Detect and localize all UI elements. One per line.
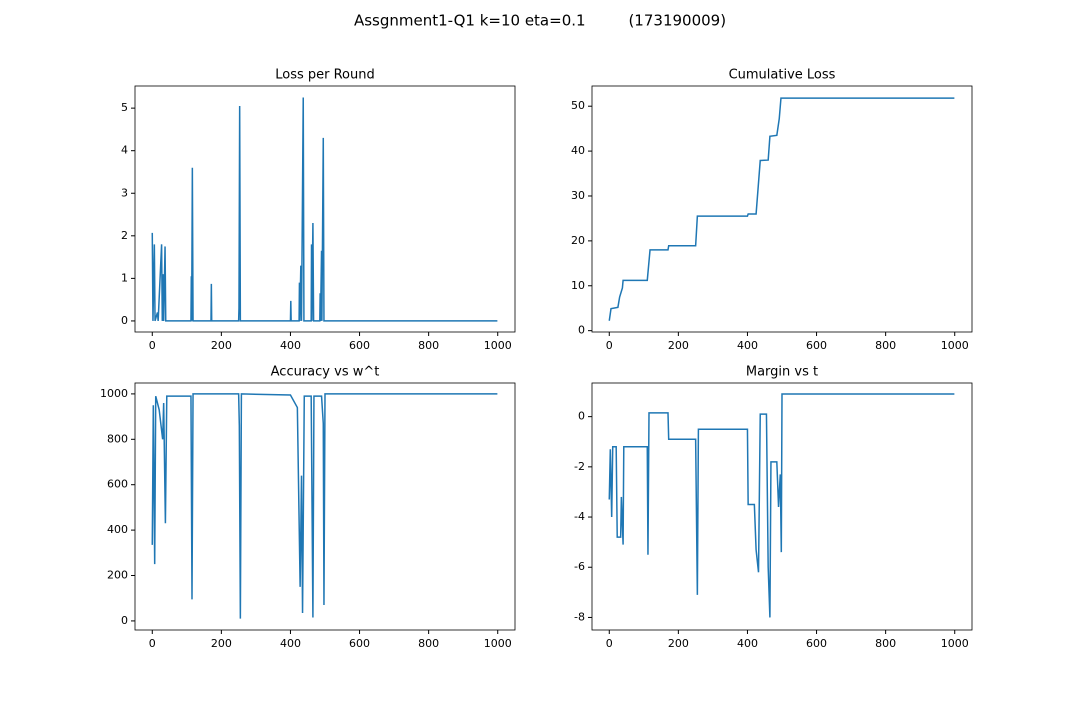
y-tick-label: 3 [121,186,128,199]
subplot-title: Margin vs t [746,365,818,380]
y-tick-label: 20 [571,234,585,247]
y-tick-label: -6 [574,560,585,573]
data-line [608,97,955,321]
axes-frame [591,382,973,631]
x-tick-label: 400 [280,339,301,352]
plot-area [608,97,955,321]
y-tick-label: 1000 [100,387,128,400]
x-tick-label: 400 [737,637,758,650]
y-tick-label: 0 [578,410,585,423]
y-tick-label: 200 [107,569,128,582]
x-tick-label: 400 [737,339,758,352]
x-tick-label: 800 [875,339,896,352]
data-line [151,97,498,322]
y-tick-label: 600 [107,478,128,491]
y-tick-label: 4 [121,144,128,157]
y-tick-label: -4 [574,510,585,523]
plot-area [608,393,955,618]
subplot-title: Cumulative Loss [729,68,836,83]
y-tick-label: 30 [571,189,585,202]
x-tick-label: 600 [349,637,370,650]
subplot: Cumulative Loss 0 200 400 600 800 1000 0 10 20 30 4… [571,68,973,352]
subplot: Margin vs t 0 200 400 600 800 1000 -8 -6 -4 -2 0 [574,365,973,650]
x-tick-label: 0 [149,637,156,650]
x-tick-label: 1000 [484,637,512,650]
subplot-title: Accuracy vs w^t [271,365,380,380]
subplot: Loss per Round 0 200 400 600 800 1000 0 1 2 3 4 5 [121,68,516,352]
y-tick-label: 0 [121,314,128,327]
x-tick-label: 600 [806,339,827,352]
x-tick-label: 200 [211,339,232,352]
data-line [608,393,955,618]
x-tick-label: 0 [149,339,156,352]
y-tick-label: 5 [121,101,128,114]
x-tick-label: 600 [349,339,370,352]
axes-frame [134,85,516,333]
x-tick-label: 200 [668,637,689,650]
y-tick-label: 0 [121,614,128,627]
subplot: Accuracy vs w^t 0 200 400 600 800 1000 0 200 400 6… [100,365,516,650]
y-tick-label: 2 [121,229,128,242]
y-tick-label: 800 [107,432,128,445]
y-tick-label: -8 [574,610,585,623]
axes-frame [134,382,516,631]
x-tick-label: 1000 [484,339,512,352]
x-tick-label: 1000 [941,637,969,650]
x-tick-label: 800 [418,637,439,650]
x-tick-label: 800 [418,339,439,352]
y-tick-label: 0 [578,324,585,337]
x-tick-label: 0 [606,637,613,650]
x-tick-label: 800 [875,637,896,650]
x-tick-label: 600 [806,637,827,650]
x-tick-label: 400 [280,637,301,650]
y-tick-label: 1 [121,271,128,284]
y-tick-label: 40 [571,144,585,157]
axes-frame [591,85,973,333]
x-tick-label: 200 [668,339,689,352]
plot-area [151,97,498,322]
y-tick-label: 50 [571,99,585,112]
figure-title: Assgnment1-Q1 k=10 eta=0.1 (173190009) [354,12,726,30]
y-tick-label: -2 [574,460,585,473]
data-line [151,393,498,619]
subplot-title: Loss per Round [275,68,375,83]
x-tick-label: 0 [606,339,613,352]
plot-area [151,393,498,619]
y-tick-label: 400 [107,523,128,536]
x-tick-label: 200 [211,637,232,650]
y-tick-label: 10 [571,279,585,292]
x-tick-label: 1000 [941,339,969,352]
